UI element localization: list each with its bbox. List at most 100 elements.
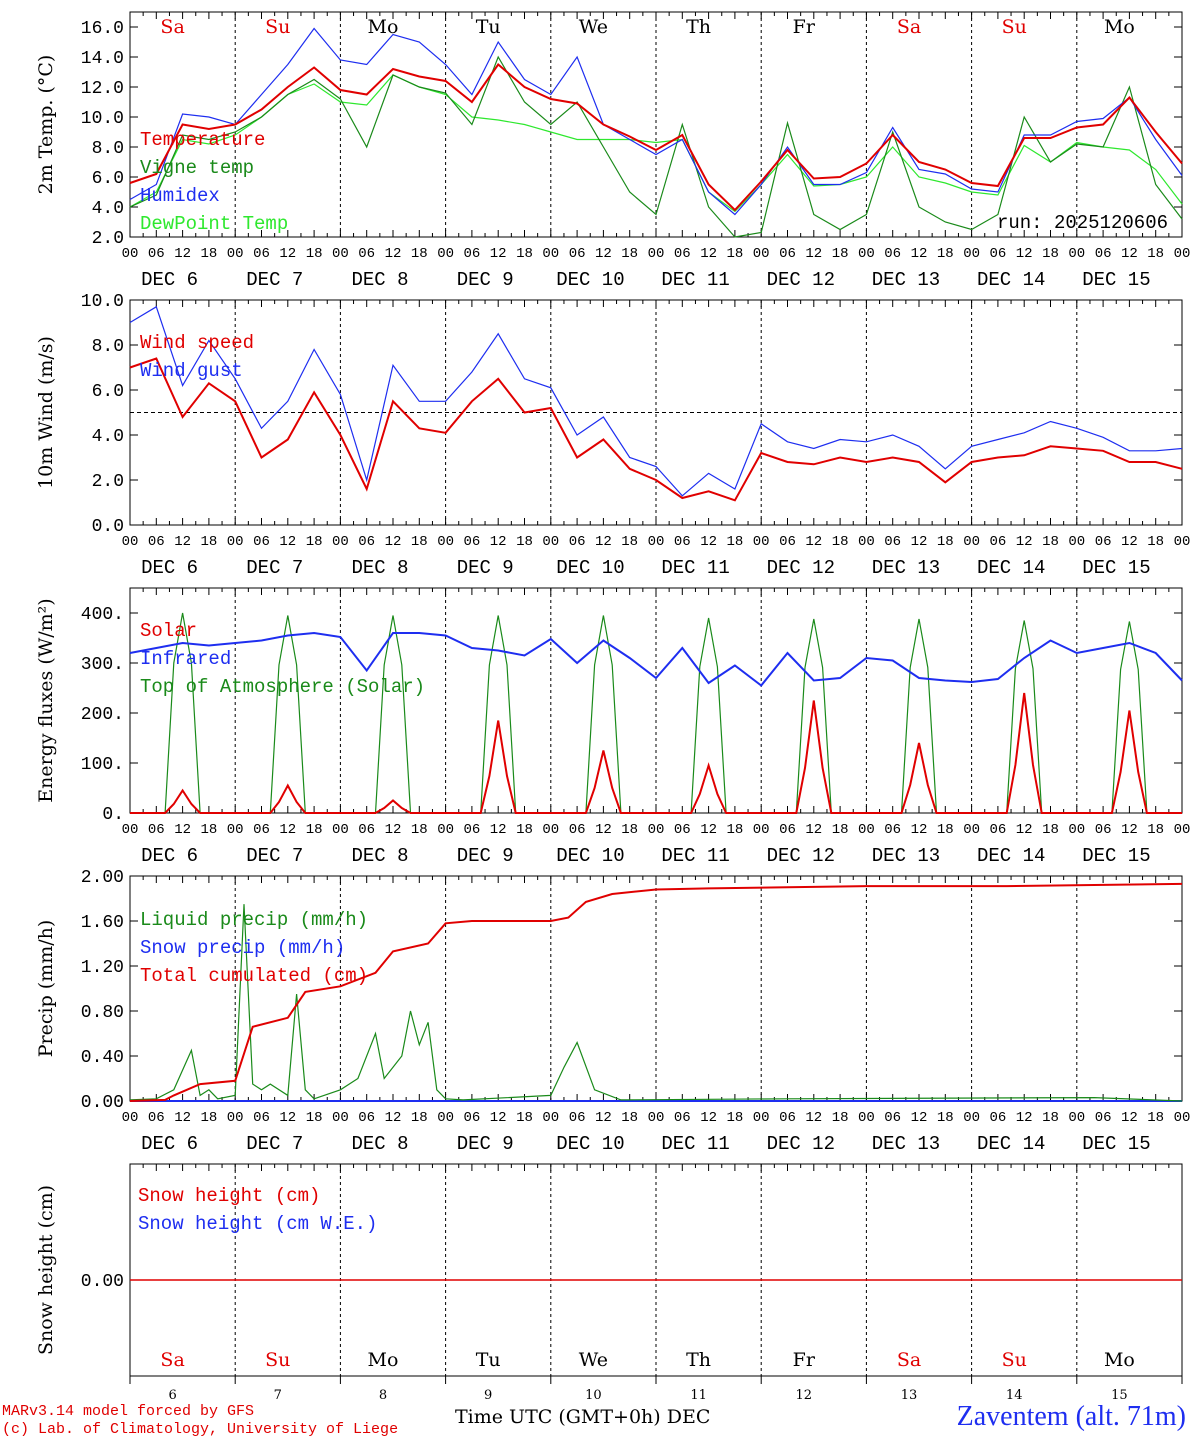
hour-tick-label: 06 — [358, 534, 375, 550]
hour-tick-label: 06 — [569, 534, 586, 550]
y-tick-label: 8.0 — [92, 139, 124, 159]
day-label: DEC 11 — [661, 269, 729, 291]
hour-tick-label: 00 — [542, 246, 559, 262]
hour-tick-label: 00 — [227, 822, 244, 838]
legend-label: DewPoint Temp — [140, 213, 288, 235]
day-label: DEC 13 — [872, 1133, 940, 1155]
hour-tick-label: 12 — [805, 822, 822, 838]
series-line-total-cumulated-cm- — [129, 882, 1183, 1102]
hour-tick-label: 06 — [148, 246, 165, 262]
hour-tick-label: 18 — [832, 534, 849, 550]
legend-label: Solar — [140, 620, 197, 642]
hour-tick-label: 06 — [779, 1110, 796, 1126]
hour-tick-label: 00 — [227, 1110, 244, 1126]
hour-tick-label: 12 — [595, 1110, 612, 1126]
day-label: DEC 10 — [556, 557, 624, 579]
hour-tick-label: 18 — [621, 822, 638, 838]
legend-label: Humidex — [140, 185, 220, 207]
day-label: DEC 7 — [246, 269, 303, 291]
hour-tick-label: 06 — [779, 534, 796, 550]
day-label: DEC 10 — [556, 845, 624, 867]
credit-line-1: MARv3.14 model forced by GFS — [2, 1403, 255, 1420]
hour-tick-label: 18 — [1147, 1110, 1164, 1126]
hour-tick-label: 18 — [411, 534, 428, 550]
hour-tick-label: 18 — [306, 534, 323, 550]
hour-tick-label: 18 — [937, 246, 954, 262]
y-tick-label: 4.0 — [92, 427, 124, 447]
legend-label: Vigne temp — [140, 157, 254, 179]
day-label: DEC 13 — [872, 269, 940, 291]
y-tick-label: 0.00 — [81, 1272, 124, 1292]
day-label: DEC 14 — [977, 1133, 1045, 1155]
day-label: DEC 11 — [661, 557, 729, 579]
hour-tick-label: 06 — [1095, 534, 1112, 550]
legend-label: Infrared — [140, 648, 231, 670]
hour-tick-label: 06 — [989, 1110, 1006, 1126]
hour-tick-label: 18 — [1147, 534, 1164, 550]
day-label: DEC 8 — [351, 1133, 408, 1155]
hour-tick-label: 12 — [911, 1110, 928, 1126]
day-label: DEC 8 — [351, 269, 408, 291]
hour-tick-label: 00 — [437, 1110, 454, 1126]
hour-tick-label: 18 — [306, 246, 323, 262]
day-label: DEC 7 — [246, 1133, 303, 1155]
hour-tick-label: 18 — [411, 246, 428, 262]
day-label: DEC 15 — [1082, 557, 1150, 579]
y-tick-label: 10.0 — [81, 292, 124, 312]
hour-tick-label: 06 — [569, 822, 586, 838]
hour-tick-label: 06 — [1095, 822, 1112, 838]
y-tick-label: 0.40 — [81, 1048, 124, 1068]
day-label: DEC 9 — [457, 1133, 514, 1155]
hour-tick-label: 06 — [253, 534, 270, 550]
y-tick-label: 10.0 — [81, 109, 124, 129]
hour-tick-label: 18 — [937, 822, 954, 838]
hour-tick-label: 12 — [490, 822, 507, 838]
hour-tick-label: 18 — [726, 822, 743, 838]
hour-tick-label: 00 — [122, 822, 139, 838]
hour-tick-label: 06 — [463, 1110, 480, 1126]
y-axis-label: 10m Wind (m/s) — [35, 336, 57, 489]
y-tick-label: 16.0 — [81, 19, 124, 39]
hour-tick-label: 00 — [437, 534, 454, 550]
hour-tick-label: 12 — [700, 246, 717, 262]
hour-tick-label: 12 — [595, 822, 612, 838]
weekday-label-top: Tu — [476, 16, 501, 38]
weekday-label-top: Su — [1002, 16, 1027, 38]
hour-tick-label: 12 — [174, 822, 191, 838]
legend-label: Temperature — [140, 129, 265, 151]
series-line-humidex — [129, 27, 1183, 216]
weekday-label-bottom: Sa — [897, 1349, 921, 1371]
hour-tick-label: 00 — [1174, 822, 1191, 838]
hour-tick-label: 00 — [542, 1110, 559, 1126]
day-label: DEC 14 — [977, 557, 1045, 579]
day-label: DEC 6 — [141, 845, 198, 867]
hour-tick-label: 18 — [937, 534, 954, 550]
hour-tick-label: 00 — [858, 822, 875, 838]
hour-tick-label: 18 — [1042, 822, 1059, 838]
legend-label: Top of Atmosphere (Solar) — [140, 676, 425, 698]
hour-tick-label: 06 — [148, 1110, 165, 1126]
hour-tick-label: 18 — [200, 534, 217, 550]
hour-tick-label: 12 — [911, 534, 928, 550]
hour-tick-label: 12 — [174, 1110, 191, 1126]
hour-tick-label: 18 — [1042, 534, 1059, 550]
hour-tick-label: 06 — [463, 822, 480, 838]
hour-tick-label: 06 — [463, 246, 480, 262]
y-axis-label: Snow height (cm) — [35, 1185, 57, 1355]
weekday-label-bottom: We — [579, 1349, 608, 1371]
y-axis-label: Energy fluxes (W/m²) — [35, 598, 57, 802]
hour-tick-label: 06 — [779, 246, 796, 262]
weekday-label-bottom: Th — [686, 1349, 711, 1371]
weekday-label-bottom: Fr — [793, 1349, 816, 1371]
y-tick-label: 6.0 — [92, 382, 124, 402]
day-label: DEC 9 — [457, 845, 514, 867]
hour-tick-label: 06 — [884, 246, 901, 262]
hour-tick-label: 12 — [385, 822, 402, 838]
hour-tick-label: 12 — [1016, 822, 1033, 838]
day-number-label: 12 — [796, 1388, 813, 1403]
day-label: DEC 12 — [767, 1133, 835, 1155]
hour-tick-label: 06 — [674, 246, 691, 262]
hour-tick-label: 06 — [989, 534, 1006, 550]
hour-tick-label: 18 — [516, 822, 533, 838]
